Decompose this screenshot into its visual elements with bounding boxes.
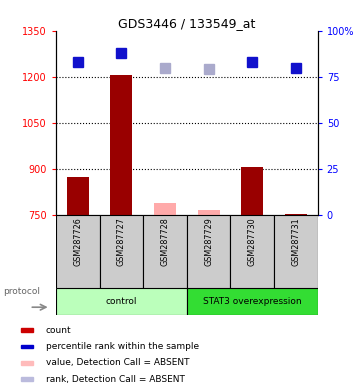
Bar — [187, 288, 318, 315]
Bar — [21, 361, 33, 365]
Bar — [187, 215, 230, 288]
Text: GSM287731: GSM287731 — [291, 217, 300, 266]
Text: GSM287728: GSM287728 — [161, 217, 170, 266]
Bar — [67, 177, 89, 215]
Bar — [198, 210, 219, 215]
Title: GDS3446 / 133549_at: GDS3446 / 133549_at — [118, 17, 256, 30]
Text: count: count — [45, 326, 71, 334]
Bar — [56, 215, 100, 288]
Bar — [274, 215, 318, 288]
Bar — [21, 344, 33, 348]
Bar — [110, 75, 132, 215]
Bar — [21, 328, 33, 332]
Text: value, Detection Call = ABSENT: value, Detection Call = ABSENT — [45, 358, 189, 367]
Text: protocol: protocol — [4, 287, 40, 296]
Text: rank, Detection Call = ABSENT: rank, Detection Call = ABSENT — [45, 375, 184, 384]
Text: percentile rank within the sample: percentile rank within the sample — [45, 342, 199, 351]
Text: control: control — [106, 297, 137, 306]
Text: GSM287726: GSM287726 — [73, 217, 82, 266]
Bar — [100, 215, 143, 288]
Bar — [143, 215, 187, 288]
Bar — [154, 203, 176, 215]
Bar — [242, 167, 263, 215]
Text: GSM287727: GSM287727 — [117, 217, 126, 266]
Text: GSM287730: GSM287730 — [248, 217, 257, 266]
Text: GSM287729: GSM287729 — [204, 217, 213, 266]
Bar — [285, 214, 307, 215]
Bar — [21, 377, 33, 381]
Bar — [230, 215, 274, 288]
Bar — [56, 288, 187, 315]
Text: STAT3 overexpression: STAT3 overexpression — [203, 297, 301, 306]
